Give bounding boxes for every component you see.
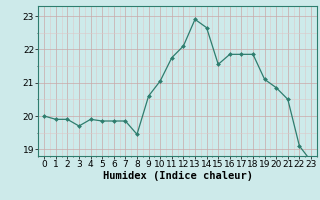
X-axis label: Humidex (Indice chaleur): Humidex (Indice chaleur) (103, 171, 252, 181)
